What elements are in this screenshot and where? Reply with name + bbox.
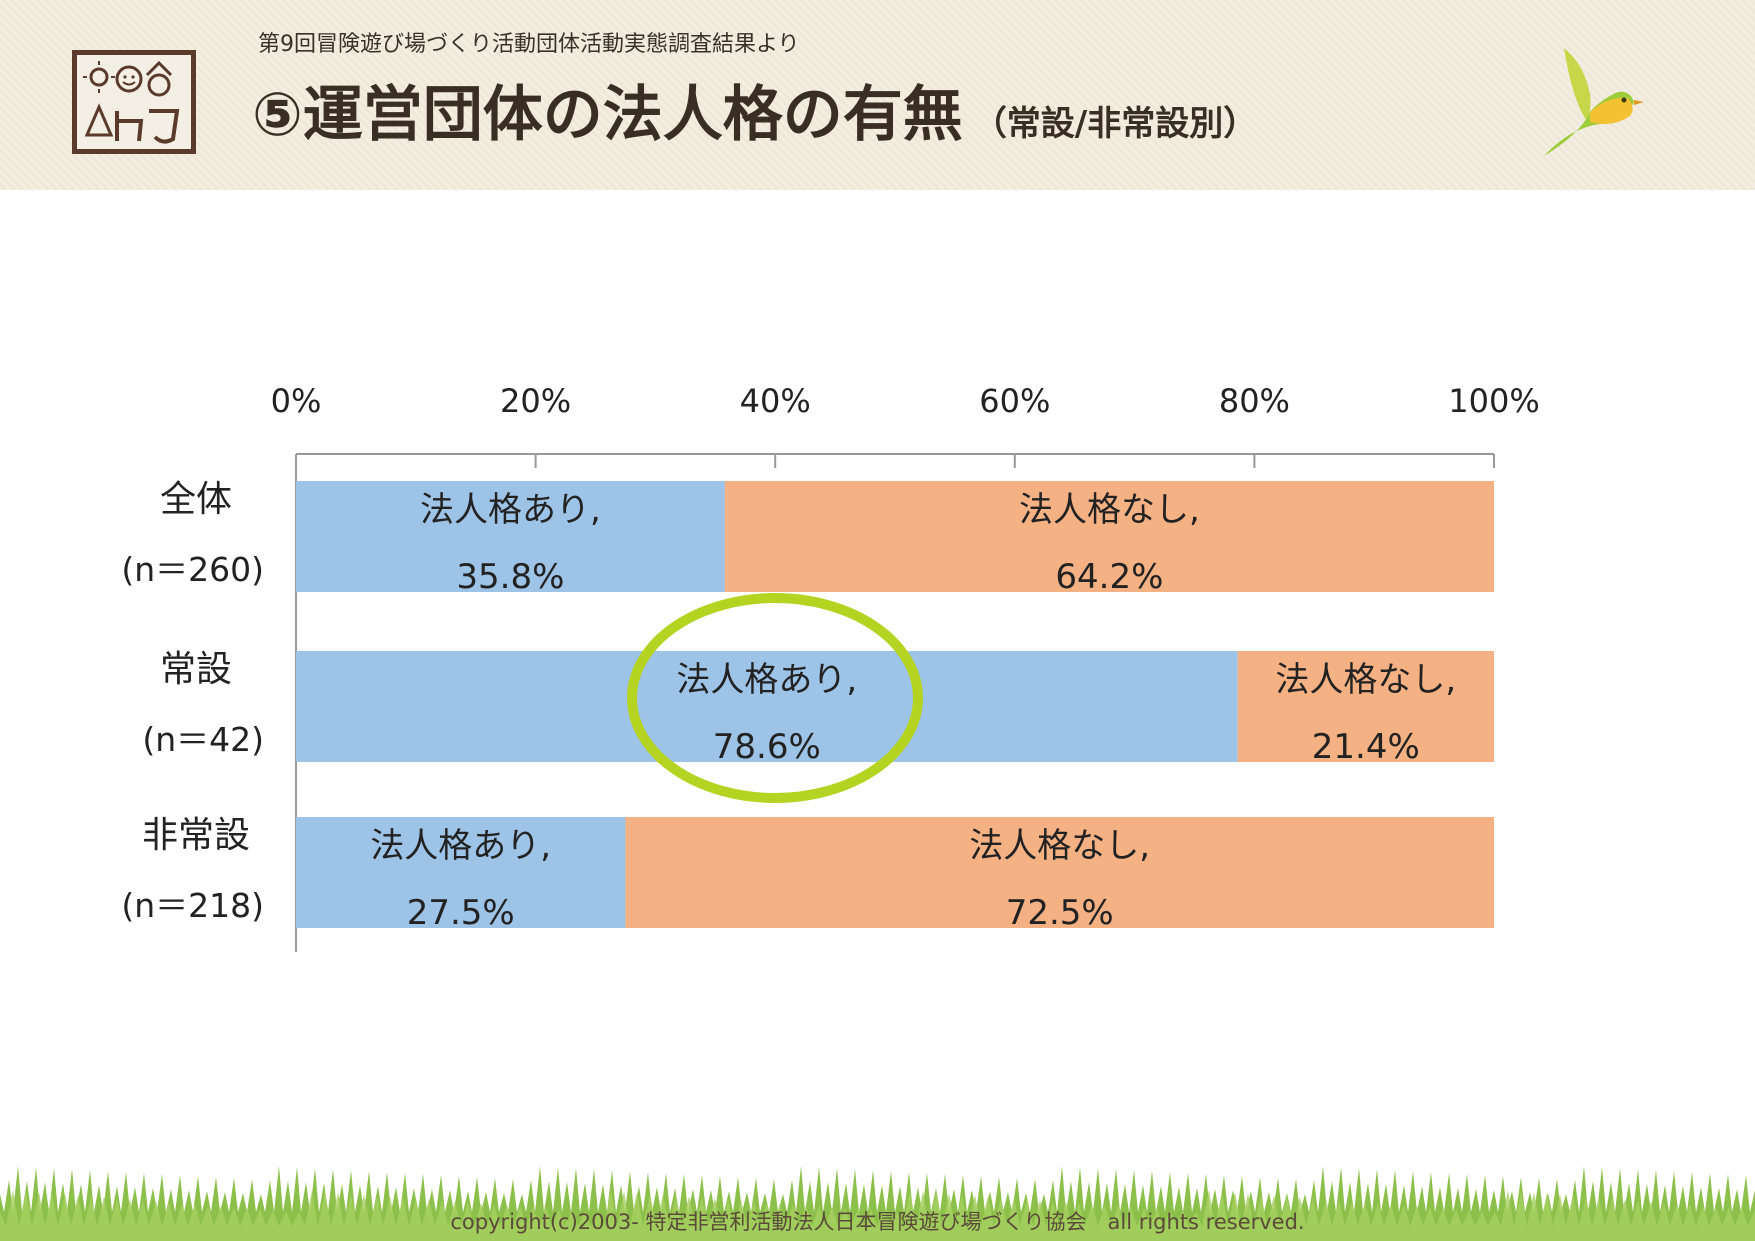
- logo-drawing-icon: [83, 60, 180, 144]
- copyright-footer: copyright(c)2003- 特定非営利活動法人日本冒険遊び場づくり協会 …: [450, 1210, 1305, 1234]
- x-tick-label: 80%: [1219, 382, 1290, 420]
- category-label: 非常設: [142, 815, 250, 856]
- bar-segment: [625, 817, 1494, 928]
- x-tick-label: 60%: [979, 382, 1050, 420]
- survey-subtitle: 第9回冒険遊び場づくり活動団体活動実態調査結果より: [258, 32, 800, 57]
- x-tick-label: 100%: [1448, 382, 1539, 420]
- title-block: ⑤運営団体の法人格の有無 （常設/非常設別）: [252, 66, 1257, 153]
- bird-illustration-icon: [1544, 48, 1644, 156]
- category-count-label: (n＝218): [121, 886, 264, 925]
- data-label-series: 法人格なし,: [969, 826, 1150, 866]
- category-label: 常設: [160, 649, 232, 690]
- bar-segment: [296, 481, 725, 592]
- category-label: 全体: [160, 479, 232, 520]
- data-label-series: 法人格なし,: [1019, 490, 1200, 530]
- data-label-series: 法人格あり,: [676, 660, 857, 700]
- bar-segment: [724, 481, 1494, 592]
- data-label-value: 64.2%: [1055, 557, 1163, 597]
- data-label-series: 法人格なし,: [1275, 660, 1456, 700]
- category-count-label: (n＝260): [121, 550, 264, 589]
- bar-segment: [296, 651, 1238, 762]
- x-tick-label: 40%: [740, 382, 811, 420]
- data-label-value: 35.8%: [456, 557, 564, 597]
- data-label-value: 27.5%: [407, 893, 515, 933]
- data-label-value: 78.6%: [713, 727, 821, 767]
- highlight-circle: [627, 593, 923, 803]
- category-count-label: (n＝42): [142, 720, 264, 759]
- data-label-value: 72.5%: [1006, 893, 1114, 933]
- x-tick-label: 0%: [271, 382, 322, 420]
- x-tick-label: 20%: [500, 382, 571, 420]
- page-title: ⑤運営団体の法人格の有無: [252, 80, 963, 150]
- association-logo: [72, 50, 196, 154]
- data-label-value: 21.4%: [1312, 727, 1420, 767]
- bar-segment: [296, 817, 626, 928]
- grass-decoration: [0, 1166, 1755, 1241]
- stacked-bar-chart: 0% 20% 40% 60% 80% 100% 法人格あり, 35.8% 法人格なし, 64.2…: [121, 382, 1540, 952]
- header-banner: 第9回冒険遊び場づくり活動団体活動実態調査結果より ⑤運営団体の法人格の有無 （…: [0, 0, 1755, 190]
- data-label-series: 法人格あり,: [370, 826, 551, 866]
- page-title-qualifier: （常設/非常設別）: [972, 104, 1258, 144]
- data-label-series: 法人格あり,: [420, 490, 601, 530]
- bar-segment: [1237, 651, 1494, 762]
